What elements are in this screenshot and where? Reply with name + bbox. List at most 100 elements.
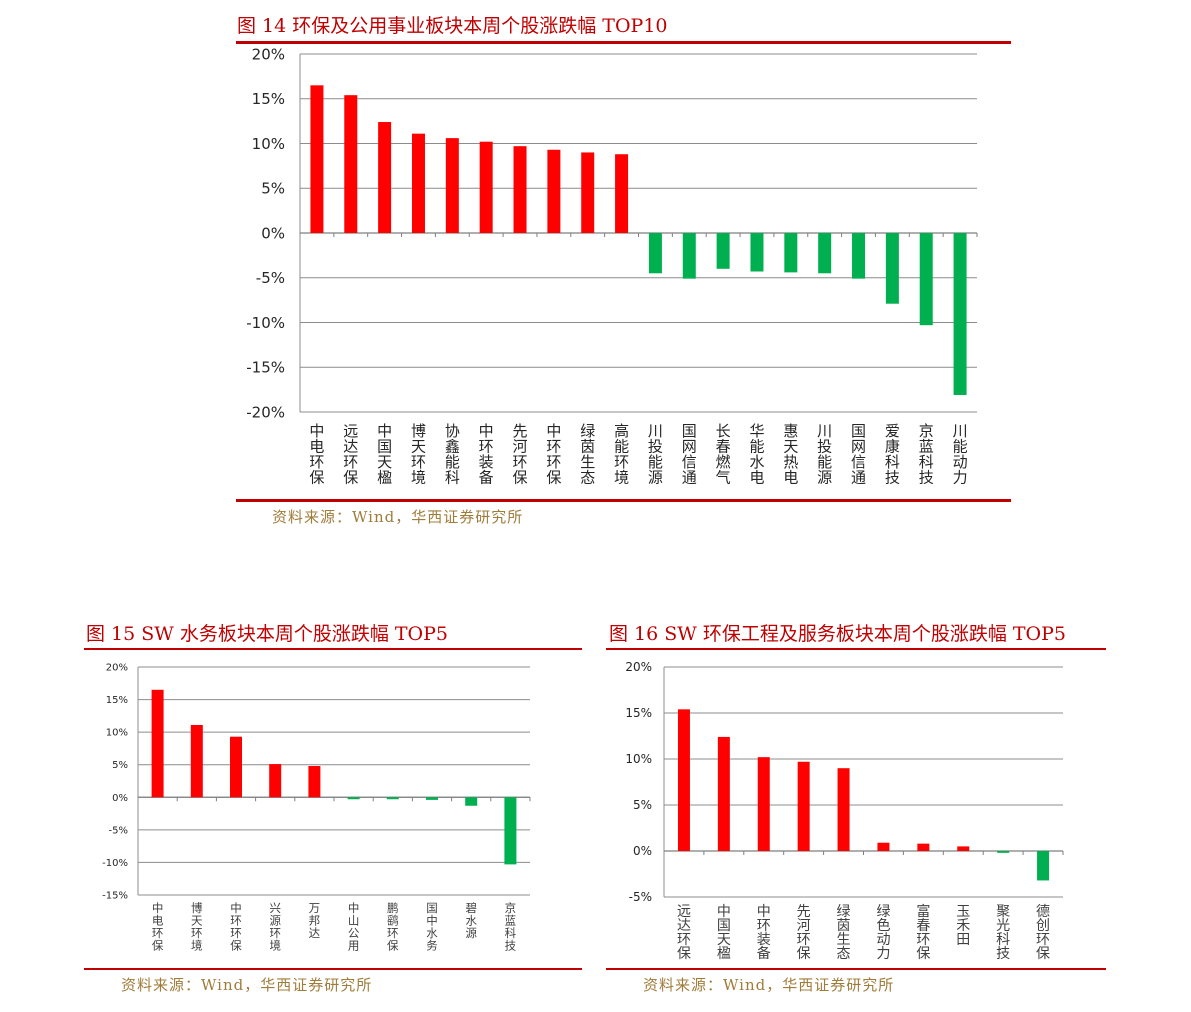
figure15-category-label: 环 [152, 926, 164, 940]
figure15-ytick-label: -15% [102, 891, 128, 902]
figure14-ytick-label: 20% [252, 45, 285, 63]
figure14-category-label: 高 [614, 422, 629, 440]
figure14-bar [953, 233, 967, 395]
figure16-bottom-rule [606, 968, 1106, 970]
figure14-category-label: 能 [445, 453, 460, 471]
figure15-category-label: 环 [387, 926, 399, 940]
figure14-category-label: 热 [783, 453, 798, 471]
figure14-category-label: 京 [919, 422, 934, 440]
figure15-ytick-label: -5% [109, 825, 128, 836]
figure14-category-label: 电 [309, 438, 324, 456]
figure14-category-label: 态 [580, 469, 595, 487]
figure14-category-label: 燃 [716, 453, 731, 471]
figure14-category-label: 环 [546, 453, 561, 471]
figure16-bar [997, 851, 1010, 853]
figure14-bottom-rule [236, 499, 1011, 502]
figure15-bar [190, 724, 203, 798]
figure15-source: 资料来源：Wind，华西证券研究所 [121, 976, 373, 994]
figure16-ytick-label: 15% [625, 706, 652, 720]
figure16-category-label: 中 [717, 904, 731, 920]
figure15-ytick-label: 0% [112, 793, 128, 804]
figure14-category-label: 保 [546, 469, 561, 487]
figure15-category-label: 达 [309, 926, 321, 940]
figure16-ytick-label: 0% [633, 844, 652, 858]
figure14-ytick-label: -20% [246, 403, 285, 421]
figure14-bar [818, 233, 832, 274]
figure16-bar [837, 768, 850, 851]
figure16-ytick-label: -5% [629, 890, 652, 904]
figure14-category-label: 力 [953, 469, 968, 487]
figure15-category-label: 水 [426, 926, 438, 940]
figure15-category-label: 鹞 [387, 914, 399, 928]
figure14-category-label: 能 [648, 453, 663, 471]
figure16-category-label: 技 [996, 946, 1010, 962]
figure16-bar [677, 709, 690, 851]
figure15-category-label: 境 [269, 939, 281, 953]
figure14-category-label: 水 [749, 453, 764, 471]
figure15-category-label: 山 [348, 914, 360, 928]
figure16-category-label: 创 [1036, 918, 1050, 934]
figure14-category-label: 投 [648, 438, 663, 456]
figure16-category-label: 环 [916, 932, 930, 948]
figure14-title-rule [236, 41, 1011, 44]
figure15-category-label: 环 [191, 926, 203, 940]
figure15-bar [230, 736, 242, 798]
figure14-category-label: 茵 [580, 438, 595, 456]
figure16-bar [917, 843, 930, 851]
figure15-category-label: 源 [465, 926, 477, 940]
figure15-category-label: 公 [348, 926, 360, 940]
figure16-bar [877, 842, 890, 851]
figure16-category-label: 先 [797, 904, 811, 920]
figure15-category-label: 兴 [269, 901, 281, 915]
figure15-ytick-label: 10% [106, 728, 128, 739]
figure15-category-label: 技 [505, 939, 517, 953]
figure15-category-label: 环 [230, 926, 242, 940]
figure15-category-label: 源 [269, 914, 281, 928]
figure14-category-label: 远 [343, 422, 358, 440]
figure14-category-label: 蓝 [919, 438, 934, 456]
figure14-ytick-label: -10% [246, 314, 285, 332]
figure14-category-label: 国 [851, 422, 866, 440]
figure14-category-label: 网 [682, 438, 697, 456]
figure16-category-label: 天 [717, 932, 731, 948]
figure14-category-label: 技 [885, 469, 900, 487]
figure15-category-label: 中 [152, 901, 164, 915]
figure16-category-label: 达 [677, 918, 691, 934]
figure14-category-label: 保 [309, 469, 324, 487]
figure16-category-label: 国 [717, 918, 731, 934]
figure14-bar [919, 233, 933, 326]
figure16-category-label: 保 [677, 946, 691, 962]
figure14-category-label: 中 [546, 422, 561, 440]
figure16-title: 图 16 SW 环保工程及服务板块本周个股涨跌幅 TOP5 [609, 623, 1067, 645]
figure15-bar [426, 797, 438, 800]
figure14-category-label: 装 [479, 453, 494, 471]
figure15-ytick-label: -10% [102, 858, 128, 869]
figure15-category-label: 科 [505, 926, 517, 940]
figure16-category-label: 保 [1036, 946, 1050, 962]
figure14-category-label: 天 [783, 438, 798, 456]
figure14-ytick-label: 15% [252, 90, 285, 108]
figure14-category-label: 国 [682, 422, 697, 440]
figure14-category-label: 环 [546, 438, 561, 456]
figure14-bar [716, 233, 730, 269]
figure16-title-rule [606, 648, 1106, 650]
figure14-category-label: 华 [749, 422, 764, 440]
figure14-bar [615, 154, 629, 233]
figure14-category-label: 环 [614, 453, 629, 471]
figure15-category-label: 境 [191, 939, 203, 953]
figure14-category-label: 技 [919, 469, 934, 487]
figure14-bar [378, 122, 392, 233]
figure14-category-label: 能 [953, 438, 968, 456]
figure14-category-label: 天 [377, 453, 392, 471]
figure14-category-label: 惠 [783, 422, 798, 440]
figure16-bar [957, 846, 970, 851]
figure14-category-label: 环 [411, 453, 426, 471]
figure14-title: 图 14 环保及公用事业板块本周个股涨跌幅 TOP10 [237, 15, 668, 37]
figure14-bar [310, 85, 324, 233]
figure14-category-label: 气 [716, 469, 731, 487]
figure14-bar [648, 233, 662, 274]
figure15-category-label: 天 [191, 914, 203, 928]
figure14-category-label: 投 [817, 438, 832, 456]
